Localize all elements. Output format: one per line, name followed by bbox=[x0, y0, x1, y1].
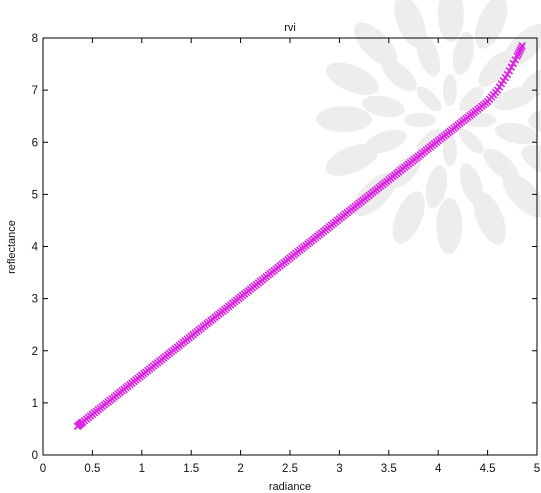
data-point bbox=[507, 63, 516, 71]
data-point bbox=[518, 42, 526, 50]
watermark-petal bbox=[473, 191, 506, 245]
data-point bbox=[511, 56, 520, 64]
watermark-petal bbox=[443, 74, 457, 106]
watermark-petal bbox=[364, 129, 407, 154]
watermark-petal bbox=[502, 173, 541, 218]
watermark-petal bbox=[392, 191, 425, 244]
y-tick-label: 7 bbox=[32, 85, 38, 97]
watermark-petal bbox=[404, 113, 436, 127]
watermark-petal bbox=[416, 86, 442, 112]
y-tick-label: 3 bbox=[32, 294, 38, 306]
watermark-petal bbox=[436, 198, 463, 254]
watermark-petal bbox=[443, 134, 457, 166]
x-tick-label: 1.5 bbox=[183, 463, 199, 475]
x-tick-label: 2 bbox=[237, 463, 243, 475]
watermark-petal bbox=[452, 31, 475, 76]
watermark-petal bbox=[353, 22, 398, 67]
data-markers bbox=[73, 42, 526, 431]
y-tick-label: 2 bbox=[32, 346, 38, 358]
x-tick-label: 4.5 bbox=[480, 463, 496, 475]
x-tick-label: 3 bbox=[336, 463, 342, 475]
watermark-petal bbox=[483, 148, 519, 182]
watermark-petal bbox=[494, 122, 539, 145]
watermark-petal bbox=[458, 86, 484, 112]
x-axis-ticks: 0 0.5 1 1.5 2 2.5 3 3.5 4 4.5 5 bbox=[40, 38, 540, 475]
watermark-petal bbox=[316, 106, 372, 133]
watermark-petal bbox=[381, 58, 417, 92]
watermark-petal bbox=[416, 128, 442, 154]
watermark-petal bbox=[326, 62, 379, 95]
watermark-petal bbox=[459, 163, 484, 206]
watermark-petal bbox=[464, 113, 496, 127]
watermark-petal bbox=[458, 128, 484, 154]
y-tick-label: 1 bbox=[32, 398, 38, 410]
x-tick-label: 0 bbox=[40, 463, 46, 475]
data-point bbox=[505, 67, 514, 75]
watermark-petal bbox=[325, 143, 379, 176]
y-tick-label: 4 bbox=[32, 242, 39, 254]
y-tick-label: 0 bbox=[32, 450, 38, 462]
y-tick-label: 6 bbox=[32, 137, 38, 149]
watermark-petal bbox=[493, 86, 536, 111]
x-tick-label: 5 bbox=[534, 463, 540, 475]
x-tick-label: 0.5 bbox=[84, 463, 100, 475]
x-tick-label: 3.5 bbox=[381, 463, 397, 475]
watermark-petal bbox=[521, 145, 541, 178]
x-tick-label: 4 bbox=[435, 463, 442, 475]
x-tick-label: 1 bbox=[139, 463, 145, 475]
chart-title: rvi bbox=[284, 22, 296, 34]
watermark-petal bbox=[361, 95, 406, 118]
watermark-ornament bbox=[316, 0, 541, 254]
watermark-petal bbox=[521, 64, 541, 97]
y-tick-label: 8 bbox=[32, 33, 38, 45]
watermark-petal bbox=[475, 0, 508, 49]
data-point bbox=[503, 70, 512, 79]
y-axis-title: reflectance bbox=[6, 220, 18, 274]
watermark-petal bbox=[503, 23, 541, 68]
watermark-petal bbox=[425, 164, 448, 209]
y-tick-label: 5 bbox=[32, 189, 38, 201]
watermark-petal bbox=[416, 34, 441, 77]
y-axis-ticks: 0 1 2 3 4 5 6 7 8 bbox=[32, 33, 537, 462]
watermark-petal bbox=[478, 51, 512, 87]
data-point bbox=[509, 59, 518, 68]
x-axis-title: radiance bbox=[269, 481, 311, 493]
x-tick-label: 2.5 bbox=[282, 463, 298, 475]
watermark-petal bbox=[394, 0, 427, 49]
watermark-petal bbox=[437, 0, 464, 42]
